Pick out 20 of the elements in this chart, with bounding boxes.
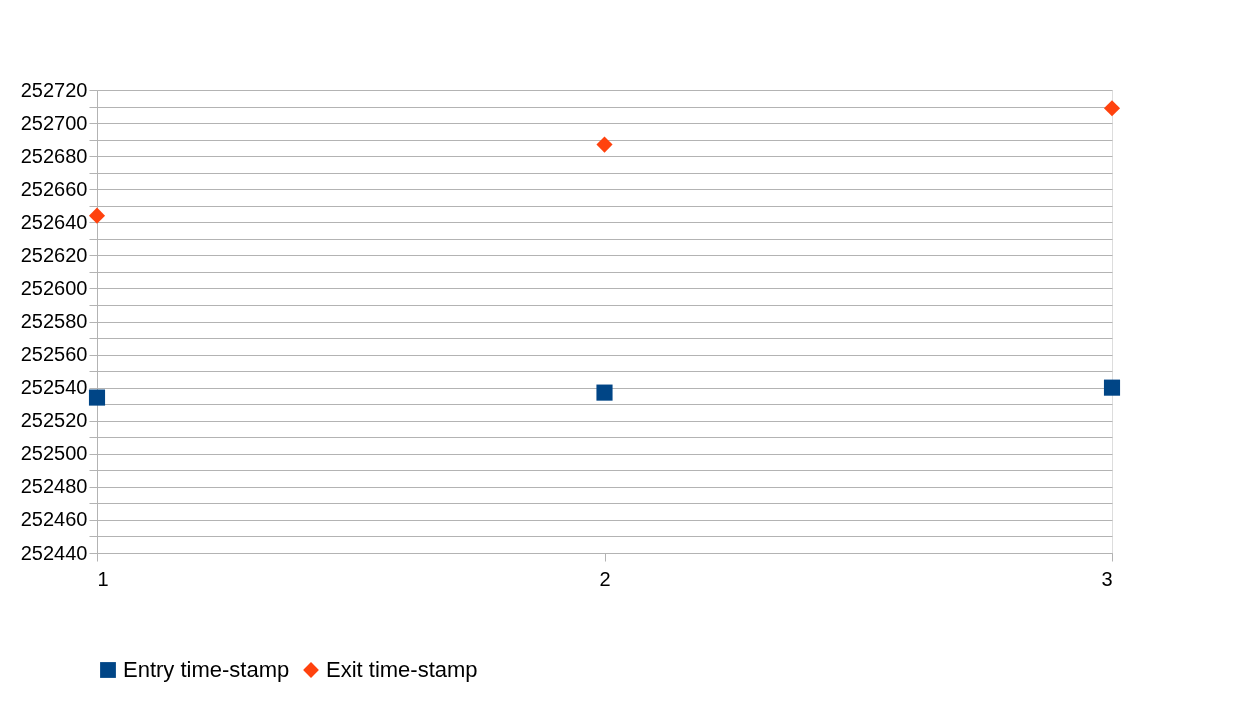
y-tick-label: 252440 <box>20 541 88 564</box>
y-tick-label: 252580 <box>20 310 88 332</box>
y-tick-label: 252560 <box>20 343 88 366</box>
y-tick-label: 252520 <box>20 409 88 432</box>
y-tick-label: 252460 <box>20 508 88 531</box>
y-tick-label: 252480 <box>20 475 88 498</box>
y-tick-label: 252540 <box>20 376 88 399</box>
x-tick-label: 1 <box>97 567 109 590</box>
legend-label: Exit time-stamp <box>326 657 478 682</box>
x-tick-label: 2 <box>599 567 611 590</box>
legend-label: Entry time-stamp <box>123 657 290 682</box>
y-tick-label: 252680 <box>20 144 88 167</box>
y-tick-label: 252600 <box>20 276 88 299</box>
y-tick-label: 252700 <box>20 111 88 134</box>
y-tick-label: 252500 <box>20 442 88 465</box>
y-tick-label: 252720 <box>20 78 88 101</box>
y-tick-label: 252660 <box>20 177 88 200</box>
x-tick-label: 3 <box>1101 567 1113 590</box>
y-tick-label: 252620 <box>20 243 88 266</box>
y-tick-label: 252640 <box>20 210 88 233</box>
